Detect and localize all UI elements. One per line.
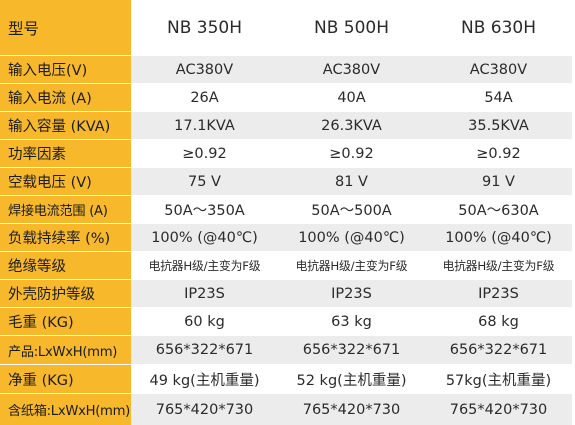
table-cell: IP23S [425, 280, 572, 307]
table-cell: AC380V [425, 56, 572, 83]
row-label: 产品:LxWxH(mm) [0, 336, 131, 364]
table-row: 毛重 (KG) 60 kg 63 kg 68 kg [0, 308, 575, 335]
row-label: 焊接电流范围 (A) [0, 196, 131, 223]
table-cell: AC380V [278, 56, 425, 83]
table-cell: 81 V [278, 168, 425, 195]
table-cell: 50A～500A [311, 203, 392, 219]
row-label: 输入容量 (KVA) [0, 112, 131, 139]
table-row: 输入电压(V) AC380V AC380V AC380V [0, 56, 575, 83]
table-row: 负载持续率 (%) 100% (@40℃) 100% (@40℃) 100% (… [0, 224, 575, 251]
table-cell: 电抗器H级/主变为F级 [148, 259, 261, 273]
table-row: 产品:LxWxH(mm) 656*322*671 656*322*671 656… [0, 336, 575, 364]
model-nb630h: NB 630H [460, 17, 536, 38]
table-cell: IP23S [131, 280, 278, 307]
table-cell: IP23S [278, 280, 425, 307]
table-cell: 75 V [131, 168, 278, 195]
table-cell: ≥0.92 [182, 145, 227, 162]
row-label: 输入电压(V) [0, 56, 131, 83]
model-nb350h: NB 350H [166, 17, 242, 38]
header-label: 型号 [0, 0, 131, 55]
row-label: 绝缘等级 [0, 252, 131, 279]
table-cell: 57kg(主机重量) [445, 372, 552, 389]
table-row: 输入容量 (KVA) 17.1KVA 26.3KVA 35.5KVA [0, 112, 575, 139]
table-cell: 765*420*730 [131, 394, 278, 425]
table-row: 焊接电流范围 (A) 50A～350A 50A～500A 50A～630A [0, 196, 575, 223]
table-cell: 100% (@40℃) [131, 224, 278, 251]
row-label: 含纸箱:LxWxH(mm) [0, 394, 131, 425]
table-cell: 35.5KVA [425, 112, 572, 139]
table-cell: 656*322*671 [278, 336, 425, 364]
table-row: 含纸箱:LxWxH(mm) 765*420*730 765*420*730 76… [0, 394, 575, 425]
table-cell: 电抗器H级/主变为F级 [442, 259, 555, 273]
table-row: 净重 (KG) 49 kg(主机重量) 52 kg(主机重量) 57kg(主机重… [0, 365, 575, 393]
table-cell: 26A [190, 89, 219, 106]
row-label: 空载电压 (V) [0, 168, 131, 195]
row-label: 毛重 (KG) [0, 308, 131, 335]
table-cell: 26.3KVA [278, 112, 425, 139]
table-cell: 60 kg [184, 313, 225, 330]
table-cell: ≥0.92 [476, 145, 521, 162]
table-cell: 100% (@40℃) [278, 224, 425, 251]
table-row: 空载电压 (V) 75 V 81 V 91 V [0, 168, 575, 195]
model-nb500h: NB 500H [313, 17, 389, 38]
table-cell: 91 V [425, 168, 572, 195]
table-cell: 电抗器H级/主变为F级 [295, 259, 408, 273]
table-cell: ≥0.92 [329, 145, 374, 162]
table-cell: 656*322*671 [131, 336, 278, 364]
table-row: 绝缘等级 电抗器H级/主变为F级 电抗器H级/主变为F级 电抗器H级/主变为F级 [0, 252, 575, 279]
row-label: 输入电流 (A) [0, 84, 131, 111]
table-cell: 50A～630A [458, 203, 539, 219]
table-row: 输入电流 (A) 26A 40A 54A [0, 84, 575, 111]
table-cell: 17.1KVA [131, 112, 278, 139]
table-cell: 52 kg(主机重量) [296, 372, 407, 389]
row-label: 外壳防护等级 [0, 280, 131, 307]
table-cell: 49 kg(主机重量) [149, 372, 260, 389]
table-cell: 68 kg [478, 313, 519, 330]
table-cell: 63 kg [331, 313, 372, 330]
row-label: 负载持续率 (%) [0, 224, 131, 251]
table-row: 外壳防护等级 IP23S IP23S IP23S [0, 280, 575, 307]
table-cell: 656*322*671 [425, 336, 572, 364]
table-header-row: 型号 NB 350H NB 500H NB 630H [0, 0, 575, 55]
table-cell: 54A [484, 89, 513, 106]
table-cell: 765*420*730 [278, 394, 425, 425]
table-cell: 50A～350A [164, 203, 245, 219]
row-label: 净重 (KG) [0, 365, 131, 393]
table-cell: 765*420*730 [425, 394, 572, 425]
table-cell: AC380V [131, 56, 278, 83]
table-cell: 100% (@40℃) [425, 224, 572, 251]
table-cell: 40A [337, 89, 366, 106]
row-label: 功率因素 [0, 140, 131, 167]
table-row: 功率因素 ≥0.92 ≥0.92 ≥0.92 [0, 140, 575, 167]
